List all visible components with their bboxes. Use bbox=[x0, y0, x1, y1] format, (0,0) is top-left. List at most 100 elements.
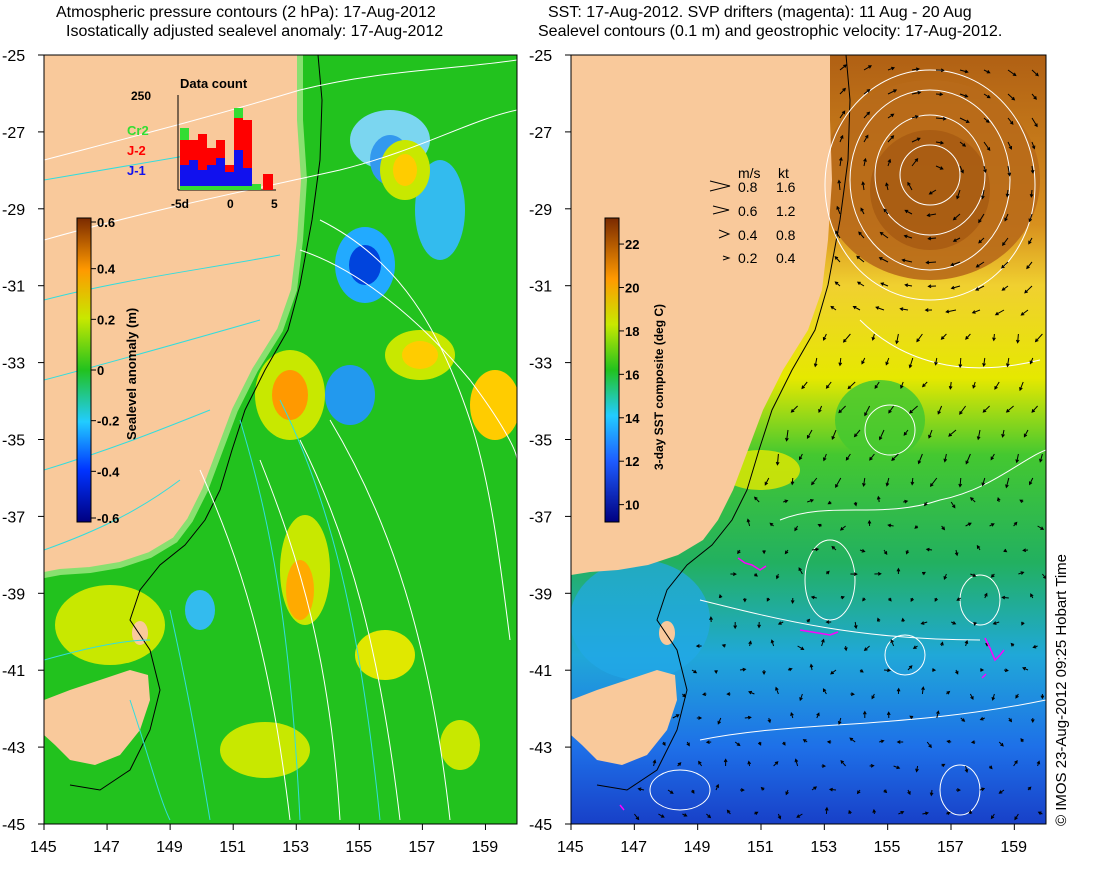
velocity-arrow bbox=[836, 205, 841, 215]
velocity-arrow bbox=[686, 741, 690, 747]
data-count-inset: Data count 250 -5d 0 5 Cr2 J-2 J-1 bbox=[127, 76, 278, 211]
velocity-arrow bbox=[1001, 285, 1009, 291]
velocity-arrow bbox=[840, 759, 846, 767]
velocity-arrow bbox=[790, 405, 798, 413]
velocity-arrow bbox=[863, 645, 870, 652]
velocity-arrow bbox=[935, 165, 944, 170]
velocity-arrow bbox=[908, 357, 914, 369]
velocity-arrow bbox=[928, 429, 933, 439]
velocity-arrow bbox=[858, 231, 865, 239]
velocity-arrow bbox=[853, 429, 861, 438]
velocity-arrow bbox=[825, 570, 830, 575]
velocity-arrow bbox=[1001, 261, 1009, 269]
velocity-arrow bbox=[798, 567, 803, 575]
velocity-arrow bbox=[1026, 261, 1033, 270]
velocity-arrow bbox=[744, 715, 752, 720]
velocity-arrows bbox=[634, 64, 1046, 821]
velocity-arrow bbox=[937, 405, 943, 415]
velocity-arrow bbox=[1007, 141, 1013, 150]
lon-tick-label: 145 bbox=[30, 839, 57, 856]
velocity-arrow bbox=[850, 692, 855, 696]
velocity-arrow bbox=[840, 595, 845, 600]
lat-tick-label: -45 bbox=[529, 817, 552, 834]
lon-tick-label: 155 bbox=[874, 839, 901, 856]
velocity-arrow bbox=[801, 381, 808, 390]
velocity-arrow bbox=[979, 668, 985, 672]
velocity-arrow bbox=[852, 305, 861, 311]
velocity-arrow bbox=[895, 333, 899, 345]
velocity-arrow bbox=[784, 549, 789, 555]
velocity-arrow bbox=[796, 813, 803, 818]
colorbar-tick-label: 12 bbox=[625, 454, 639, 469]
velocity-arrow bbox=[1024, 285, 1033, 294]
velocity-arrow bbox=[979, 787, 986, 792]
left-colorbar-ticks: 0.6 0.4 0.2 0 -0.2 -0.4 -0.6 bbox=[91, 215, 120, 526]
velocity-arrow bbox=[821, 764, 827, 768]
velocity-arrow bbox=[691, 669, 698, 674]
velocity-arrow bbox=[964, 765, 969, 774]
velocity-arrow bbox=[767, 717, 772, 724]
velocity-arrow bbox=[1015, 693, 1019, 699]
velocity-arrow bbox=[929, 789, 934, 797]
velocity-arrow bbox=[950, 285, 961, 290]
credit-text: © IMOS 23-Aug-2012 09:25 Hobart Time bbox=[1053, 554, 1070, 826]
velocity-arrow bbox=[764, 477, 770, 486]
velocity-arrow bbox=[1031, 141, 1036, 150]
velocity-arrow bbox=[887, 523, 894, 528]
velocity-arrow bbox=[867, 519, 872, 527]
colorbar-tick-label: 10 bbox=[625, 498, 639, 513]
velocity-arrow bbox=[770, 639, 775, 647]
velocity-arrow bbox=[1028, 477, 1034, 486]
velocity-arrow bbox=[861, 181, 866, 191]
velocity-arrow bbox=[837, 179, 842, 191]
lon-tick-label: 145 bbox=[557, 839, 584, 856]
velocity-arrow bbox=[1007, 93, 1016, 101]
velocity-arrow bbox=[835, 477, 842, 489]
velocity-arrow bbox=[911, 115, 919, 119]
left-title-line2: Isostatically adjusted sealevel anomaly:… bbox=[66, 23, 444, 40]
velocity-arrow bbox=[927, 236, 937, 241]
velocity-arrow bbox=[753, 496, 760, 503]
velocity-arrow bbox=[863, 134, 869, 143]
velocity-arrow bbox=[757, 621, 761, 629]
velocity-arrow bbox=[907, 789, 911, 796]
velocity-arrow bbox=[916, 333, 923, 343]
velocity-arrow bbox=[847, 381, 856, 390]
velocity-arrow bbox=[839, 64, 847, 71]
lat-tick-label: -39 bbox=[2, 586, 25, 603]
velocity-arrow bbox=[739, 667, 747, 672]
velocity-legend-ms-4: 0.2 bbox=[738, 250, 758, 266]
velocity-arrow bbox=[878, 257, 889, 263]
velocity-arrow bbox=[872, 808, 877, 815]
velocity-arrow bbox=[956, 189, 961, 200]
velocity-legend-header-kt: kt bbox=[778, 165, 789, 181]
velocity-arrow bbox=[887, 135, 895, 143]
left-map bbox=[44, 55, 517, 824]
velocity-arrow bbox=[810, 595, 817, 600]
tasmania bbox=[44, 670, 150, 765]
velocity-arrow bbox=[1030, 165, 1035, 174]
velocity-arrow bbox=[923, 501, 928, 507]
velocity-arrow bbox=[775, 686, 779, 695]
velocity-arrow bbox=[682, 693, 687, 698]
lon-tick-label: 151 bbox=[219, 839, 246, 856]
velocity-arrow bbox=[871, 693, 875, 700]
colorbar-tick-label: 16 bbox=[625, 367, 639, 382]
velocity-arrow bbox=[982, 405, 990, 413]
velocity-arrow bbox=[903, 499, 909, 504]
lat-tick-label: -45 bbox=[2, 817, 25, 834]
velocity-arrow bbox=[983, 141, 991, 151]
velocity-arrow bbox=[1019, 381, 1024, 392]
velocity-arrow bbox=[991, 693, 996, 701]
velocity-arrow bbox=[934, 597, 938, 602]
velocity-arrow bbox=[907, 665, 913, 671]
lat-tick-label: -41 bbox=[529, 663, 552, 680]
velocity-legend-ms-2: 0.6 bbox=[738, 203, 758, 219]
lat-tick-label: -25 bbox=[529, 48, 552, 65]
colorbar-tick-label: 22 bbox=[625, 237, 639, 252]
velocity-arrow bbox=[896, 567, 901, 575]
velocity-arrow bbox=[943, 573, 948, 581]
velocity-arrow bbox=[785, 429, 789, 442]
velocity-arrow bbox=[976, 429, 981, 441]
velocity-arrow bbox=[848, 809, 852, 815]
